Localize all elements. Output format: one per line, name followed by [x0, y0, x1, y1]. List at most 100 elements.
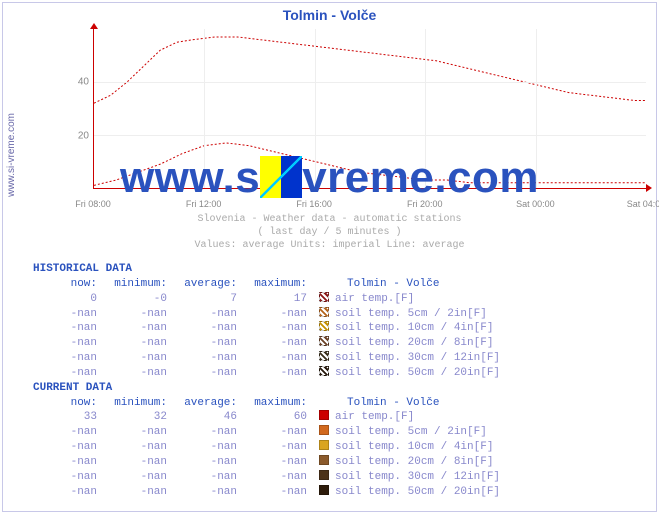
cell: -nan [103, 425, 173, 440]
table-row: 33324660air temp.[F] [33, 410, 533, 425]
swatch-icon [319, 366, 329, 376]
swatch-icon [319, 307, 329, 317]
grid-line-h [94, 82, 646, 83]
current-table: now:minimum:average:maximum:Tolmin - Vol… [33, 396, 533, 500]
cell: -nan [33, 351, 103, 366]
swatch-icon [319, 455, 329, 465]
chart-title: Tolmin - Volče [3, 3, 656, 23]
caption-line-1: Slovenia - Weather data - automatic stat… [3, 213, 656, 226]
col-header: minimum: [103, 277, 173, 292]
cell: 0 [33, 292, 103, 307]
current-header: CURRENT DATA [33, 381, 656, 396]
swatch-icon [319, 336, 329, 346]
cell: -nan [243, 321, 313, 336]
cell: -nan [243, 470, 313, 485]
cell: -nan [103, 307, 173, 322]
cell: -nan [33, 425, 103, 440]
label-header: Tolmin - Volče [313, 277, 533, 292]
row-label-text: soil temp. 50cm / 20in[F] [335, 486, 500, 498]
row-label-text: soil temp. 10cm / 4in[F] [335, 441, 493, 453]
row-label: soil temp. 50cm / 20in[F] [313, 366, 533, 381]
cell: 17 [243, 292, 313, 307]
cell: 46 [173, 410, 243, 425]
panel: www.si-vreme.com Tolmin - Volče 20 40 Fri … [2, 2, 657, 512]
table-row: -nan-nan-nan-nansoil temp. 50cm / 20in[F… [33, 366, 533, 381]
table-row: -nan-nan-nan-nansoil temp. 10cm / 4in[F] [33, 321, 533, 336]
cell: -nan [33, 455, 103, 470]
x-tick-label: Fri 08:00 [75, 199, 111, 209]
grid-line-h [94, 135, 646, 136]
cell: -nan [173, 366, 243, 381]
row-label-text: soil temp. 5cm / 2in[F] [335, 308, 487, 320]
table-row: -nan-nan-nan-nansoil temp. 10cm / 4in[F] [33, 440, 533, 455]
row-label-text: air temp.[F] [335, 411, 414, 423]
chart-plot [93, 29, 646, 189]
y-tick-label: 40 [63, 77, 89, 88]
row-label: air temp.[F] [313, 292, 533, 307]
swatch-icon [319, 485, 329, 495]
row-label: soil temp. 50cm / 20in[F] [313, 485, 533, 500]
cell: -nan [103, 455, 173, 470]
label-header: Tolmin - Volče [313, 396, 533, 411]
cell: -nan [173, 425, 243, 440]
row-label-text: soil temp. 20cm / 8in[F] [335, 337, 493, 349]
cell: -nan [33, 336, 103, 351]
cell: -nan [173, 440, 243, 455]
cell: -nan [173, 307, 243, 322]
col-header: maximum: [243, 277, 313, 292]
cell: 7 [173, 292, 243, 307]
swatch-icon [319, 410, 329, 420]
table-row: -nan-nan-nan-nansoil temp. 20cm / 8in[F] [33, 336, 533, 351]
x-tick-label: Sat 04:00 [627, 199, 659, 209]
row-label-text: air temp.[F] [335, 293, 414, 305]
series-upper [94, 37, 646, 103]
row-label: soil temp. 5cm / 2in[F] [313, 307, 533, 322]
col-header: now: [33, 396, 103, 411]
cell: 60 [243, 410, 313, 425]
table-row: -nan-nan-nan-nansoil temp. 5cm / 2in[F] [33, 307, 533, 322]
cell: -nan [173, 485, 243, 500]
row-label-text: soil temp. 50cm / 20in[F] [335, 367, 500, 379]
table-row: -nan-nan-nan-nansoil temp. 5cm / 2in[F] [33, 425, 533, 440]
x-tick-label: Fri 20:00 [407, 199, 443, 209]
cell: -nan [173, 321, 243, 336]
row-label-text: soil temp. 20cm / 8in[F] [335, 456, 493, 468]
chart-area: 2040Fri 08:00Fri 12:00Fri 16:00Fri 20:00… [63, 29, 646, 209]
cell: -nan [103, 321, 173, 336]
series-lower [94, 143, 646, 185]
cell: -0 [103, 292, 173, 307]
row-label: soil temp. 10cm / 4in[F] [313, 321, 533, 336]
grid-line-v [536, 29, 537, 188]
cell: -nan [33, 440, 103, 455]
swatch-icon [319, 292, 329, 302]
col-header: average: [173, 396, 243, 411]
chart-svg [94, 29, 646, 188]
cell: -nan [103, 366, 173, 381]
table-row: -nan-nan-nan-nansoil temp. 30cm / 12in[F… [33, 351, 533, 366]
swatch-icon [319, 470, 329, 480]
row-label-text: soil temp. 30cm / 12in[F] [335, 352, 500, 364]
x-tick-label: Fri 12:00 [186, 199, 222, 209]
cell: -nan [33, 366, 103, 381]
cell: -nan [33, 485, 103, 500]
cell: -nan [33, 470, 103, 485]
col-header: minimum: [103, 396, 173, 411]
swatch-icon [319, 321, 329, 331]
row-label: soil temp. 20cm / 8in[F] [313, 336, 533, 351]
sidebar-url: www.si-vreme.com [6, 113, 17, 197]
y-tick-label: 20 [63, 130, 89, 141]
row-label-text: soil temp. 5cm / 2in[F] [335, 426, 487, 438]
cell: -nan [33, 307, 103, 322]
grid-line-v [204, 29, 205, 188]
row-label: soil temp. 5cm / 2in[F] [313, 425, 533, 440]
grid-line-v [425, 29, 426, 188]
chart-caption: Slovenia - Weather data - automatic stat… [3, 213, 656, 252]
cell: -nan [243, 351, 313, 366]
cell: -nan [173, 336, 243, 351]
data-tables: HISTORICAL DATA now:minimum:average:maxi… [3, 262, 656, 500]
row-label-text: soil temp. 30cm / 12in[F] [335, 471, 500, 483]
cell: -nan [243, 336, 313, 351]
cell: -nan [243, 425, 313, 440]
cell: -nan [103, 351, 173, 366]
caption-line-2: ( last day / 5 minutes ) [3, 226, 656, 239]
